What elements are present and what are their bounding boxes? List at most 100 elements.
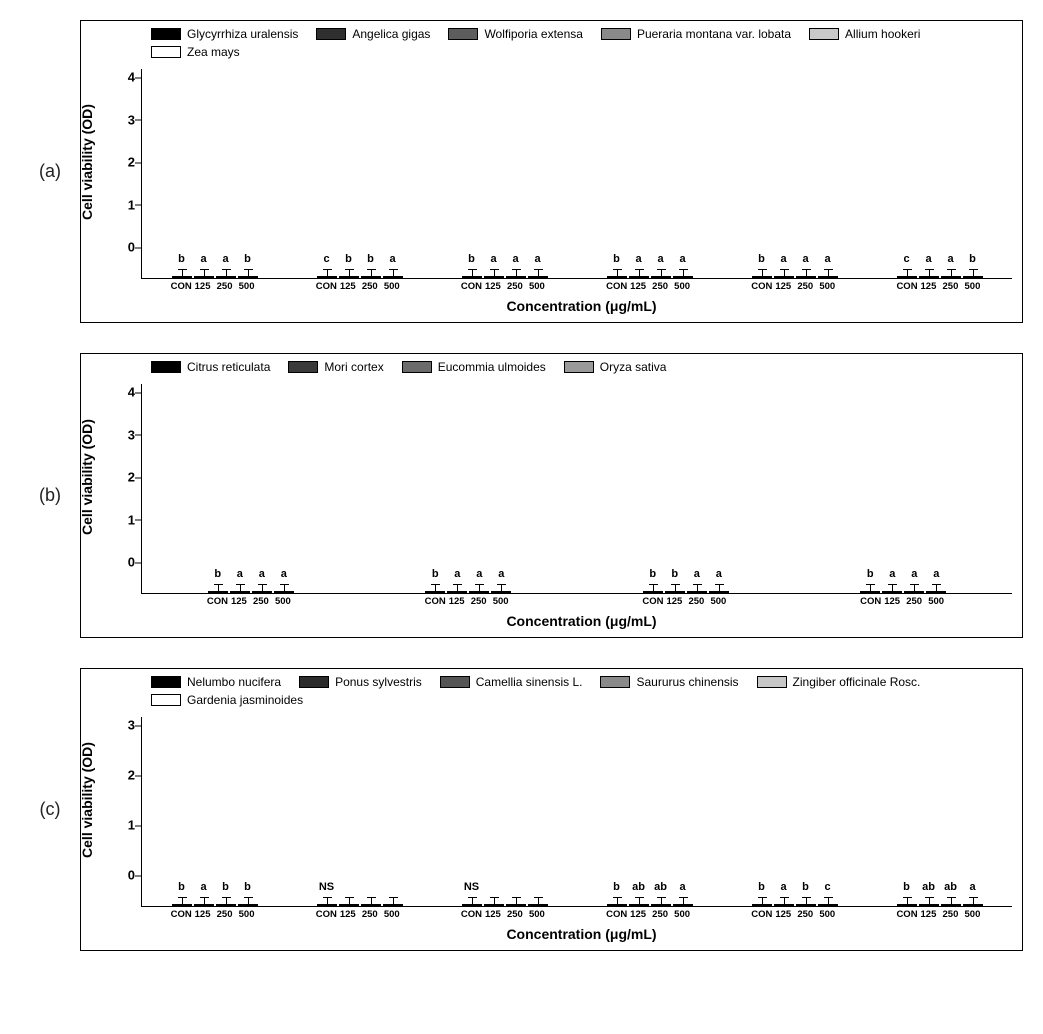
error-bar [218, 584, 219, 592]
error-bar [719, 584, 720, 592]
x-tick: 250 [360, 281, 380, 292]
significance-label: ab [654, 881, 667, 893]
error-bar [617, 269, 618, 277]
bar: b [216, 904, 236, 906]
y-tick: 3 [128, 427, 135, 442]
x-tick: CON [316, 281, 336, 292]
x-tick-group: CON125250500 [294, 909, 423, 920]
error-bar [393, 897, 394, 905]
error-bar [494, 897, 495, 905]
bar: a [926, 591, 946, 593]
bar: a [941, 276, 961, 278]
y-tick: 3 [128, 112, 135, 127]
legend-item: Eucommia ulmoides [402, 360, 546, 374]
bar: a [629, 276, 649, 278]
bar: b [643, 591, 663, 593]
legend-text: Camellia sinensis L. [476, 675, 583, 689]
panel-c: (c)Nelumbo nuciferaPonus sylvestrisCamel… [20, 668, 1023, 951]
x-tick: 250 [650, 909, 670, 920]
plot-area-a: baabcbbabaaabaaabaaacaab [141, 69, 1012, 279]
bar: b [796, 904, 816, 906]
significance-label: a [889, 568, 895, 580]
significance-label: NS [464, 881, 479, 893]
significance-label: b [758, 881, 765, 893]
legend-swatch [288, 361, 318, 373]
bar-group: baaa [150, 591, 352, 593]
x-tick: CON [461, 909, 481, 920]
legend-swatch [316, 28, 346, 40]
significance-label: b [468, 253, 475, 265]
bar: b [238, 904, 258, 906]
x-tick: 125 [338, 909, 358, 920]
error-bar [828, 269, 829, 277]
x-axis-label: Concentration (μg/mL) [141, 298, 1022, 314]
bar: b [665, 591, 685, 593]
x-tick: 250 [360, 909, 380, 920]
x-tick: 125 [628, 909, 648, 920]
x-tick: 125 [918, 281, 938, 292]
bar: b [339, 276, 359, 278]
x-tick: 125 [773, 281, 793, 292]
x-tick: 250 [940, 909, 960, 920]
error-bar [762, 897, 763, 905]
bar-group: bababa [875, 904, 1004, 906]
significance-label: a [802, 253, 808, 265]
bar: a [904, 591, 924, 593]
significance-label: a [780, 253, 786, 265]
error-bar [661, 269, 662, 277]
significance-label: b [649, 568, 656, 580]
bar: a [469, 591, 489, 593]
significance-label: b [613, 881, 620, 893]
x-tick: 500 [382, 281, 402, 292]
bar [361, 904, 381, 906]
y-tick: 4 [128, 70, 135, 85]
legend-text: Oryza sativa [600, 360, 667, 374]
error-bar [892, 584, 893, 592]
error-bar [936, 584, 937, 592]
significance-label: a [657, 253, 663, 265]
significance-label: a [911, 568, 917, 580]
y-tick: 2 [128, 768, 135, 783]
bar: a [484, 276, 504, 278]
error-bar [248, 897, 249, 905]
bar: a [230, 591, 250, 593]
significance-label: a [512, 253, 518, 265]
bar: b [425, 591, 445, 593]
significance-label: b [671, 568, 678, 580]
bar-group: NS [295, 904, 424, 906]
x-tick: CON [896, 909, 916, 920]
bar: b [172, 276, 192, 278]
bars-region: babbNSNSbababababcbababa [141, 717, 1012, 907]
bar: NS [462, 904, 482, 906]
error-bar [240, 584, 241, 592]
significance-label: b [867, 568, 874, 580]
chart-box-a: Glycyrrhiza uralensisAngelica gigasWolfi… [80, 20, 1023, 323]
x-tick-group: CON125250500 [367, 596, 569, 607]
error-bar [683, 269, 684, 277]
error-bar [929, 897, 930, 905]
bar: a [194, 276, 214, 278]
x-tick-group: CON125250500 [439, 281, 568, 292]
legend-text: Zea mays [187, 45, 240, 59]
x-tick: CON [316, 909, 336, 920]
x-tick: 500 [491, 596, 511, 607]
error-bar [204, 897, 205, 905]
error-bar [349, 897, 350, 905]
bar: a [796, 276, 816, 278]
significance-label: ab [922, 881, 935, 893]
error-bar [472, 897, 473, 905]
x-tick: 250 [215, 909, 235, 920]
significance-label: a [200, 881, 206, 893]
significance-label: a [281, 568, 287, 580]
x-tick: CON [860, 596, 880, 607]
legend-swatch [151, 28, 181, 40]
x-tick: CON [171, 909, 191, 920]
bar-group: bbaa [585, 591, 787, 593]
error-bar [639, 897, 640, 905]
legend-item: Wolfiporia extensa [448, 27, 583, 41]
legend-text: Pueraria montana var. lobata [637, 27, 791, 41]
x-tick: 250 [795, 281, 815, 292]
error-bar [479, 584, 480, 592]
x-axis-label: Concentration (μg/mL) [141, 613, 1022, 629]
bar: a [447, 591, 467, 593]
